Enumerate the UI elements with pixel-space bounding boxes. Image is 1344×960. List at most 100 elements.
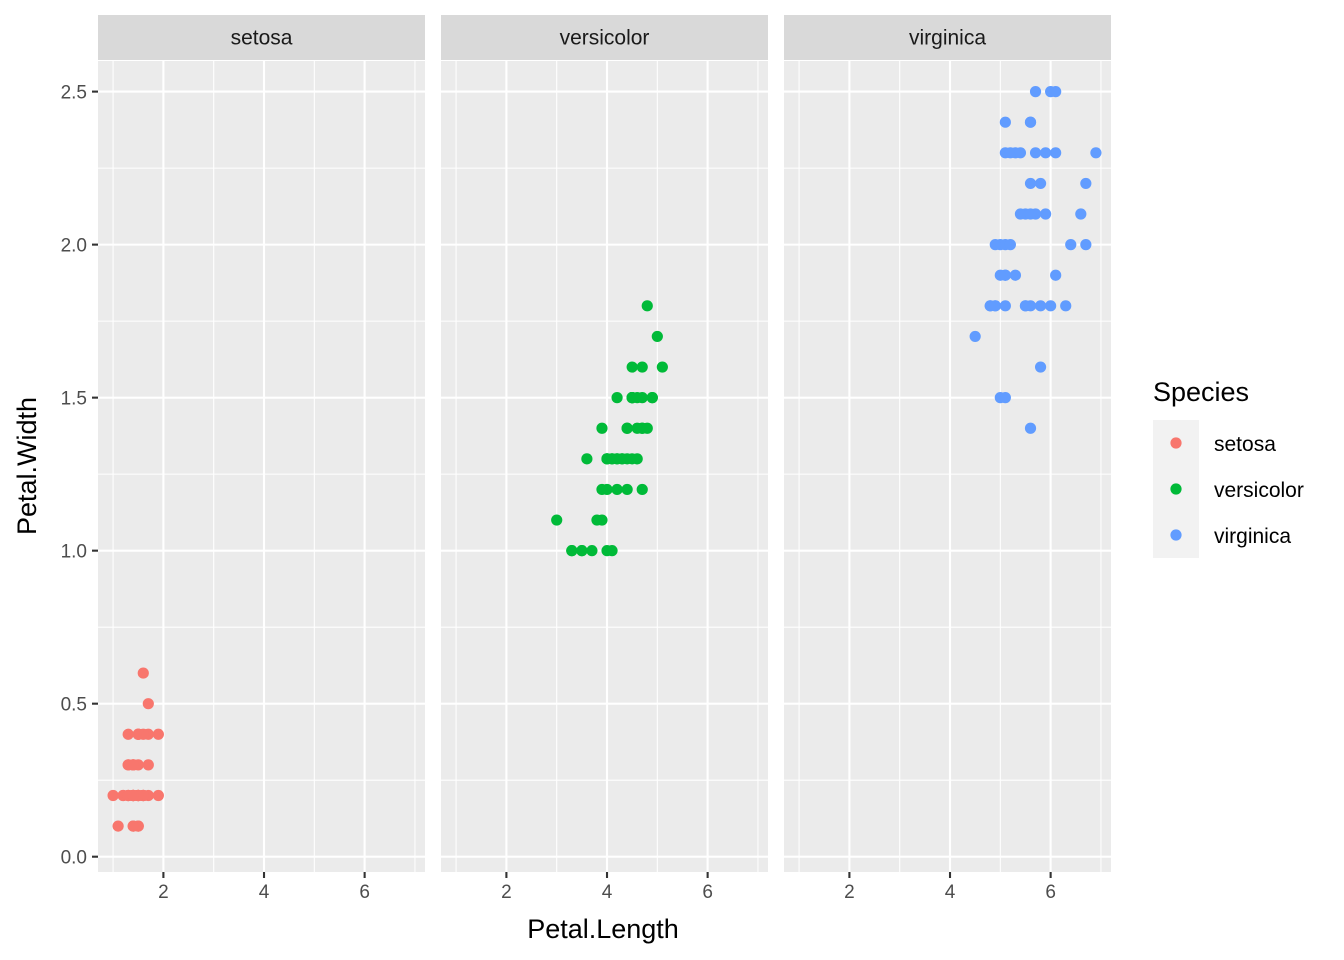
data-point: [621, 483, 633, 496]
legend-title: Species: [1153, 377, 1249, 407]
x-tick-label: 4: [602, 882, 613, 903]
facet-panel-versicolor: versicolor: [441, 15, 768, 872]
data-point: [641, 300, 653, 312]
y-tick-label: 2.0: [61, 236, 87, 257]
data-point: [1014, 147, 1027, 159]
y-tick-label: 1.0: [61, 542, 87, 563]
facet-panel-setosa: setosa: [98, 15, 425, 872]
data-point: [1029, 147, 1042, 159]
facet-strip-virginica: [784, 15, 1111, 60]
panel-background: [784, 61, 1111, 872]
data-point: [999, 300, 1011, 312]
legend-entry-virginica: virginica: [1153, 512, 1291, 558]
data-point: [127, 759, 139, 771]
data-point: [656, 361, 668, 373]
data-point: [596, 422, 608, 434]
data-point: [1040, 147, 1052, 159]
data-point: [626, 392, 638, 404]
legend-label: virginica: [1214, 525, 1291, 548]
data-point: [142, 759, 154, 771]
data-point: [626, 361, 638, 373]
facet-strip-setosa: [98, 15, 425, 60]
data-point: [1050, 86, 1062, 98]
data-point: [551, 514, 563, 526]
data-point: [1024, 177, 1037, 190]
data-point: [137, 667, 149, 679]
y-tick-label: 0.0: [61, 848, 87, 869]
legend-swatch: [1170, 437, 1182, 449]
data-point: [152, 789, 164, 802]
data-point: [1034, 361, 1047, 373]
data-point: [1050, 269, 1062, 281]
data-point: [1004, 239, 1016, 251]
data-point: [611, 392, 623, 404]
data-point: [989, 239, 1001, 251]
data-point: [616, 453, 628, 465]
panel-background: [441, 61, 768, 872]
data-point: [1034, 177, 1047, 190]
data-point: [1029, 86, 1042, 98]
y-tick-label: 1.5: [61, 389, 87, 410]
data-point: [636, 392, 648, 404]
panel-background: [98, 61, 425, 872]
facet-strip-label: setosa: [231, 27, 293, 50]
x-tick-label: 4: [259, 882, 270, 903]
data-point: [1024, 208, 1037, 220]
data-point: [1040, 208, 1052, 220]
data-point: [1045, 300, 1057, 312]
y-axis: 0.0 0.5 1.0 1.5 2.0 2.5: [61, 83, 98, 869]
data-point: [606, 453, 618, 465]
legend-label: setosa: [1214, 433, 1276, 456]
data-point: [631, 422, 643, 434]
data-point: [152, 728, 164, 740]
data-point: [586, 545, 598, 557]
data-point: [984, 300, 996, 312]
data-point: [127, 789, 139, 802]
data-point: [122, 728, 134, 740]
legend-entry-versicolor: versicolor: [1153, 466, 1304, 512]
data-point: [999, 116, 1011, 128]
data-point: [636, 361, 648, 373]
x-tick-label: 2: [158, 882, 169, 903]
legend-label: versicolor: [1214, 479, 1304, 502]
data-point: [576, 545, 588, 557]
data-point: [1090, 147, 1102, 159]
series-setosa: [107, 667, 164, 832]
x-tick-label: 2: [844, 882, 855, 903]
x-tick-label: 6: [702, 882, 713, 903]
legend-swatch: [1170, 483, 1182, 495]
data-point: [641, 422, 653, 434]
data-point: [591, 514, 603, 526]
data-point: [581, 453, 593, 465]
data-point: [636, 483, 648, 496]
legend-swatch: [1170, 529, 1182, 541]
x-tick-label: 4: [945, 882, 956, 903]
data-point: [969, 330, 981, 343]
facet-strip-versicolor: [441, 15, 768, 60]
data-point: [566, 545, 578, 557]
facet-strip-label: virginica: [909, 27, 986, 50]
data-point: [651, 330, 663, 343]
x-tick-label: 6: [1045, 882, 1056, 903]
facet-strip-label: versicolor: [560, 27, 650, 50]
legend: Species setosa versicolor virginica: [1153, 377, 1304, 558]
x-tick-label: 6: [359, 882, 370, 903]
data-point: [606, 545, 618, 557]
data-point: [1034, 300, 1047, 312]
data-point: [1065, 239, 1077, 251]
facet-panel-virginica: virginica: [784, 15, 1111, 872]
data-point: [1009, 269, 1022, 281]
data-point: [621, 422, 633, 434]
data-point: [142, 698, 154, 710]
data-point: [601, 483, 613, 496]
series-virginica: [969, 86, 1102, 434]
data-point: [1050, 147, 1062, 159]
x-axes: 2 4 6 2 4 6 2 4 6: [158, 872, 1056, 903]
data-point: [1080, 239, 1092, 251]
legend-entry-setosa: setosa: [1153, 420, 1276, 466]
data-point: [112, 820, 124, 832]
data-point: [999, 392, 1011, 404]
x-axis-title: Petal.Length: [527, 914, 679, 944]
data-point: [1060, 300, 1072, 312]
y-tick-label: 0.5: [61, 695, 87, 716]
